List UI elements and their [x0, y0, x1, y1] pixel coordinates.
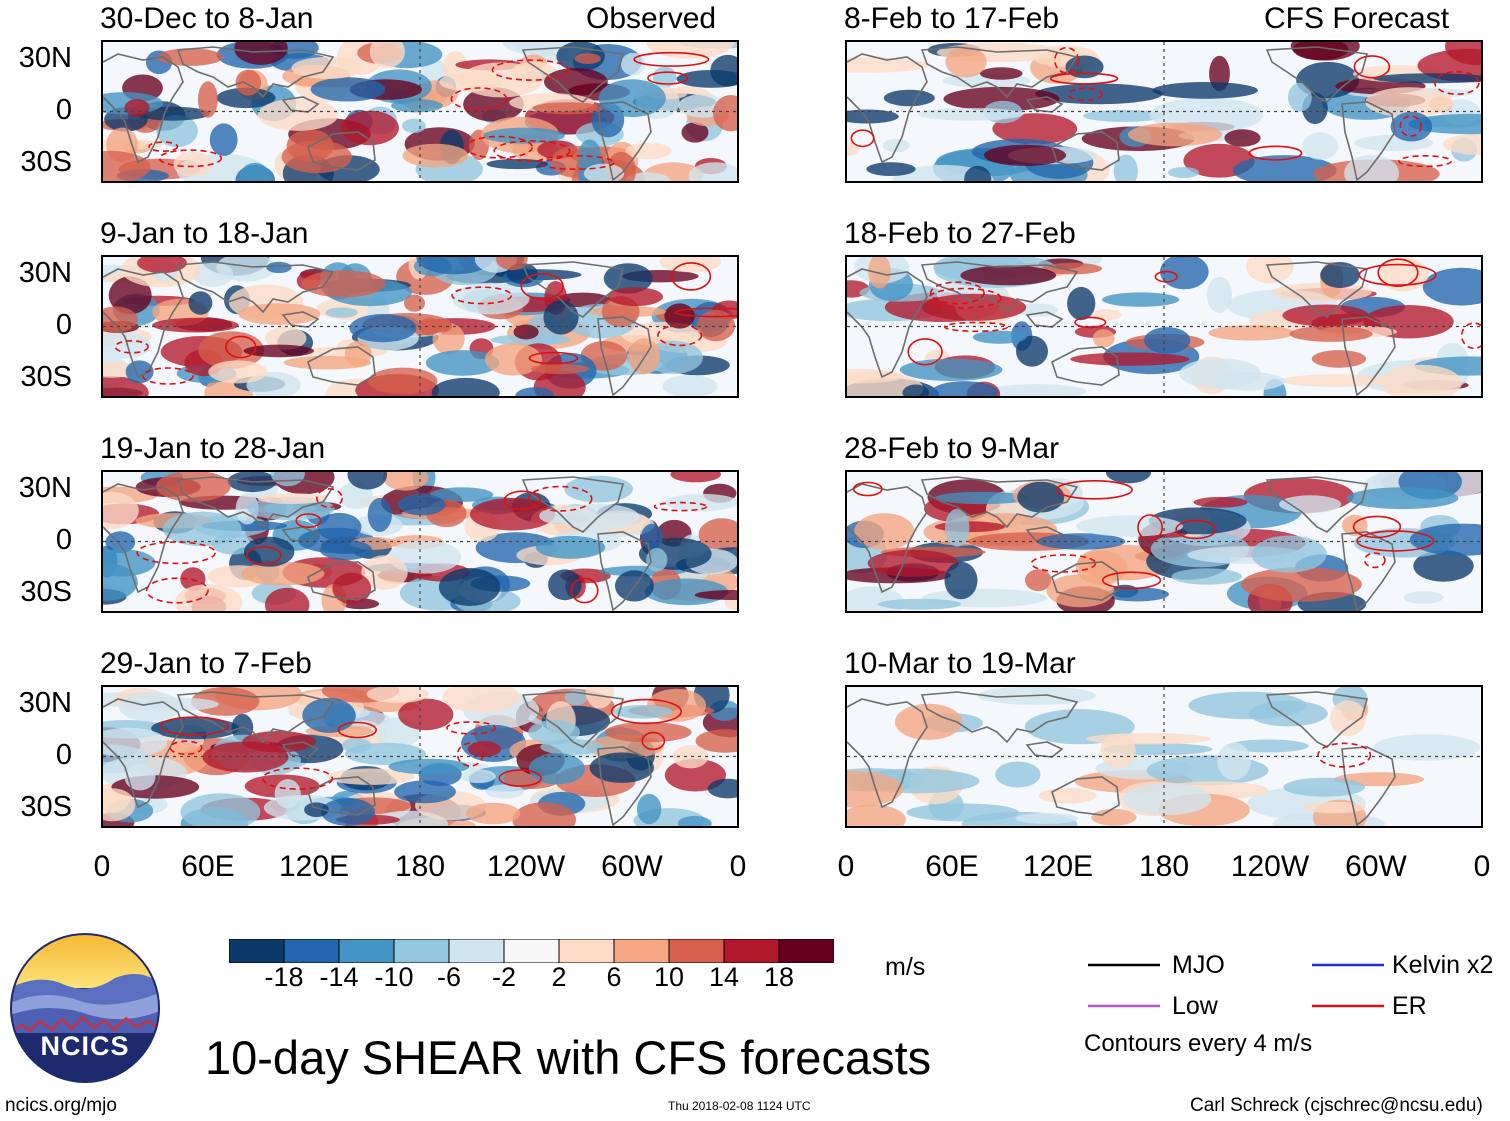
lon-label: 180	[394, 850, 446, 883]
credit-text: Carl Schreck (cjschrec@ncsu.edu)	[1190, 1095, 1483, 1116]
lon-label: 0	[729, 850, 747, 883]
colorbar-swatch	[393, 938, 450, 964]
lat-label: 0	[55, 739, 72, 771]
lon-label: 0	[837, 850, 855, 883]
lon-label: 0	[93, 850, 111, 883]
colorbar-tick-label: -10	[374, 962, 414, 992]
units-label: m/s	[885, 953, 926, 981]
colorbar-swatch	[613, 938, 670, 964]
colorbar	[228, 938, 835, 964]
colorbar-tick-label: 14	[708, 962, 740, 992]
lon-label: 60W	[601, 850, 663, 883]
colorbar-tick-label: 10	[653, 962, 685, 992]
lat-label: 0	[55, 524, 72, 556]
lon-label: 120E	[278, 850, 350, 883]
colorbar-swatch	[778, 938, 835, 964]
map-panel-left-2	[101, 255, 739, 398]
lat-label: 0	[55, 309, 72, 341]
colorbar-swatch	[503, 938, 560, 964]
lon-label: 120E	[1022, 850, 1094, 883]
main-title: 10-day SHEAR with CFS forecasts	[205, 1031, 932, 1084]
ncics-logo: NCICS	[10, 933, 160, 1083]
forecast-header: CFS Forecast	[1264, 2, 1450, 35]
lon-label: 120W	[1230, 850, 1310, 883]
lon-label: 0	[1473, 850, 1491, 883]
url-text: ncics.org/mjo	[5, 1095, 117, 1116]
lon-label: 60E	[181, 850, 235, 883]
map-panel-right-2	[845, 255, 1483, 398]
map-panel-left-3	[101, 470, 739, 613]
lat-label: 30N	[18, 472, 72, 504]
lat-label: 30N	[18, 257, 72, 289]
colorbar-tick-label: -14	[319, 962, 359, 992]
lat-label: 30N	[18, 42, 72, 74]
lat-label: 0	[55, 94, 72, 126]
colorbar-swatch	[338, 938, 395, 964]
legend-mjo-label: MJO	[1172, 951, 1225, 979]
colorbar-swatch	[723, 938, 780, 964]
contour-note: Contours every 4 m/s	[1084, 1030, 1313, 1057]
lon-label: 180	[1138, 850, 1190, 883]
panel-title-left-3: 19-Jan to 28-Jan	[100, 432, 326, 465]
panel-title-left-4: 29-Jan to 7-Feb	[100, 647, 312, 680]
timestamp: Thu 2018-02-08 1124 UTC	[668, 1099, 811, 1113]
colorbar-tick-label: 2	[551, 962, 567, 992]
lat-label: 30S	[20, 576, 72, 608]
lon-label: 120W	[486, 850, 566, 883]
panel-title-right-1: 8-Feb to 17-Feb	[844, 2, 1060, 35]
map-panel-right-4	[845, 685, 1483, 828]
panel-title-right-2: 18-Feb to 27-Feb	[844, 217, 1076, 250]
legend-er-label: ER	[1392, 992, 1427, 1020]
lat-label: 30S	[20, 146, 72, 178]
observed-header: Observed	[586, 2, 717, 35]
panel-title-left-2: 9-Jan to 18-Jan	[100, 217, 309, 250]
colorbar-swatch	[668, 938, 725, 964]
colorbar-swatch	[228, 938, 285, 964]
colorbar-tick-label: -6	[436, 962, 462, 992]
lon-label: 60E	[925, 850, 979, 883]
panel-title-right-4: 10-Mar to 19-Mar	[844, 647, 1076, 680]
map-panel-left-1	[101, 40, 739, 183]
legend-kelvin-label: Kelvin x2	[1392, 951, 1494, 979]
map-panel-right-3	[845, 470, 1483, 613]
colorbar-swatch	[283, 938, 340, 964]
colorbar-tick-label: -2	[491, 962, 517, 992]
colorbar-tick-label: 18	[763, 962, 795, 992]
lat-label: 30S	[20, 361, 72, 393]
lat-label: 30N	[18, 687, 72, 719]
panel-title-right-3: 28-Feb to 9-Mar	[844, 432, 1060, 465]
colorbar-swatch	[558, 938, 615, 964]
colorbar-swatch	[448, 938, 505, 964]
logo-text: NCICS	[40, 1031, 130, 1061]
legend-low-label: Low	[1172, 992, 1218, 1020]
lat-label: 30S	[20, 791, 72, 823]
colorbar-tick-label: 6	[606, 962, 622, 992]
panel-title-left-1: 30-Dec to 8-Jan	[100, 2, 314, 35]
map-panel-right-1	[845, 40, 1483, 183]
colorbar-tick-label: -18	[264, 962, 304, 992]
map-panel-left-4	[101, 685, 739, 828]
legend: MJO Kelvin x2 Low ER Contours every 4 m/…	[1080, 948, 1510, 1068]
lon-label: 60W	[1345, 850, 1407, 883]
